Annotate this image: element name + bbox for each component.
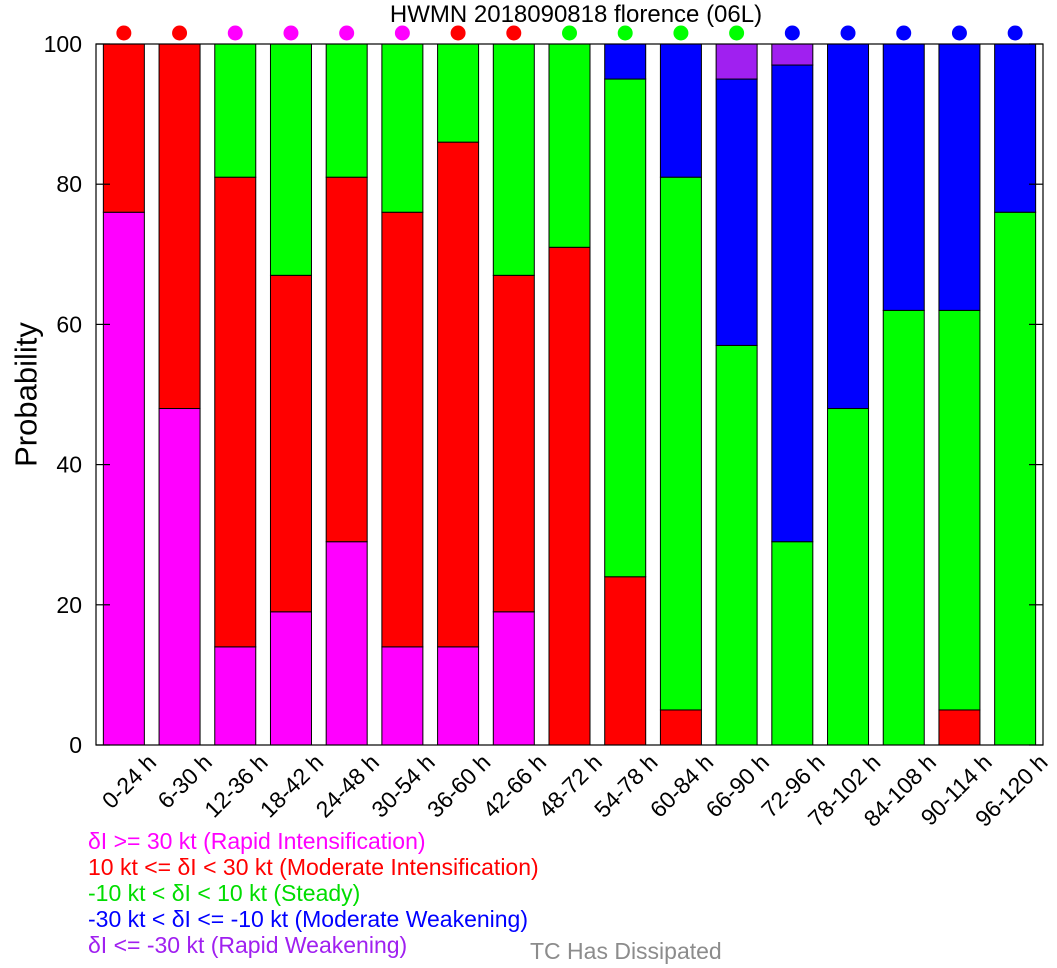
category-marker-dot [1007, 25, 1023, 41]
bar-segment [659, 43, 702, 178]
bar-segment [604, 78, 647, 578]
bar-segment [938, 709, 981, 746]
y-tick-label: 80 [56, 171, 82, 197]
legend-moderate-weakening: -30 kt < δI <= -10 kt (Moderate Weakenin… [88, 906, 529, 932]
legend-dissipated: TC Has Dissipated [530, 938, 722, 964]
bar-segment [269, 43, 312, 276]
chart-title: HWMN 2018090818 florence (06L) [390, 1, 762, 28]
bar-segment [715, 78, 758, 346]
bar-segment [771, 541, 814, 746]
category-marker-dot [339, 25, 355, 41]
bar-segment [325, 43, 368, 178]
category-marker-dot [450, 25, 466, 41]
legend-rapid-intensification: δI >= 30 kt (Rapid Intensification) [88, 828, 426, 854]
category-marker-dot [227, 25, 243, 41]
y-axis-label: Probability [9, 322, 44, 467]
bar-segment [269, 611, 312, 746]
bar-segment [604, 576, 647, 746]
y-tick-label: 60 [56, 311, 82, 337]
bar-segment [492, 43, 535, 276]
category-marker-dot [283, 25, 299, 41]
category-marker-dot [116, 25, 132, 41]
bar-segment [715, 344, 758, 746]
bar-segment [938, 43, 981, 311]
category-marker-dot [562, 25, 577, 41]
bar-segment [214, 43, 257, 178]
y-tick-label: 20 [56, 592, 82, 618]
bar-segment [994, 211, 1037, 746]
y-tick-label: 0 [69, 732, 82, 758]
bar-segment [882, 309, 925, 746]
bar-segment [437, 646, 480, 746]
bar-segment [381, 211, 424, 648]
legend-rapid-weakening: δI <= -30 kt (Rapid Weakening) [88, 932, 408, 958]
bar-segment [994, 43, 1037, 213]
bar-segment [269, 274, 312, 613]
category-marker-dot [784, 25, 800, 41]
category-marker-dot [673, 25, 689, 41]
bar-segment [325, 541, 368, 746]
bar-segment [548, 246, 591, 746]
bar-segment [548, 43, 591, 248]
bar-segment [325, 176, 368, 543]
bar-segment [214, 646, 257, 746]
y-tick-label: 100 [44, 31, 82, 57]
bar-segment [492, 611, 535, 746]
bar-segment [604, 43, 647, 80]
bar-segment [827, 408, 870, 746]
category-marker-dot [896, 25, 912, 41]
bar-segment [214, 176, 257, 648]
category-marker-dot [840, 25, 856, 41]
x-tick-label: 0-24 h [97, 749, 162, 814]
bar-segment [882, 43, 925, 311]
category-marker-dot [729, 25, 745, 41]
category-marker-dot [394, 25, 410, 41]
legend-moderate-intensification: 10 kt <= δI < 30 kt (Moderate Intensific… [88, 854, 539, 880]
legend-steady: -10 kt < δI < 10 kt (Steady) [88, 880, 361, 906]
bar-segment [381, 43, 424, 213]
bar-segment [437, 43, 480, 143]
plot-frame [95, 43, 1044, 746]
bar-segment [771, 43, 814, 66]
category-marker-dot [617, 25, 633, 41]
bar-segment [102, 211, 145, 746]
bar-segment [102, 43, 145, 213]
y-tick-label: 40 [56, 452, 82, 478]
bar-segment [659, 709, 702, 746]
category-marker-dot [506, 25, 522, 41]
bar-segment [492, 274, 535, 613]
bar-segment [381, 646, 424, 746]
bar-segment [827, 43, 870, 410]
bar-segment [715, 43, 758, 80]
bar-segment [938, 309, 981, 711]
bar-segment [771, 64, 814, 543]
bar-segment [158, 43, 201, 410]
bar-segment [158, 408, 201, 746]
category-marker-dot [172, 25, 188, 41]
category-marker-dot [951, 25, 967, 41]
bar-segment [659, 176, 702, 711]
bar-segment [437, 141, 480, 648]
legend: δI >= 30 kt (Rapid Intensification) 10 k… [88, 828, 539, 958]
